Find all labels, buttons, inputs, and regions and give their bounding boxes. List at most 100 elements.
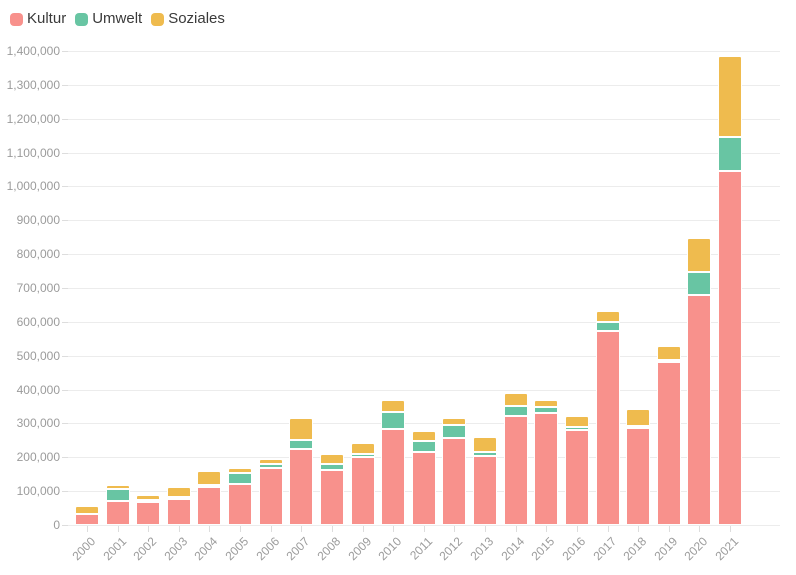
bar-segment-umwelt-2013[interactable]: [473, 451, 498, 456]
umwelt-swatch-icon: [75, 12, 89, 26]
bar-segment-soziales-2011[interactable]: [411, 431, 436, 441]
y-tick-label: 1,200,000: [6, 111, 60, 126]
x-tick-mark: [362, 526, 364, 532]
bar-segment-umwelt-2006[interactable]: [258, 464, 283, 469]
bar-segment-umwelt-2002[interactable]: [136, 499, 161, 503]
bar-segment-kultur-2018[interactable]: [626, 427, 651, 525]
x-tick-mark: [423, 526, 425, 532]
bar-segment-umwelt-2011[interactable]: [411, 440, 436, 452]
bar-segment-kultur-2011[interactable]: [411, 451, 436, 525]
y-tick-label: 700,000: [16, 281, 60, 295]
gridline: [68, 423, 780, 425]
bar-segment-soziales-2010[interactable]: [381, 399, 406, 413]
bar-segment-kultur-2012[interactable]: [442, 437, 467, 525]
bar-segment-kultur-2003[interactable]: [166, 498, 191, 525]
legend-item-umwelt[interactable]: Umwelt: [75, 10, 142, 28]
bar-2011: [411, 51, 436, 525]
legend-item-soziales[interactable]: Soziales: [151, 10, 225, 28]
y-tick-mark: [62, 84, 69, 86]
bar-segment-kultur-2007[interactable]: [289, 449, 314, 525]
gridline: [68, 321, 780, 323]
bar-segment-umwelt-2007[interactable]: [289, 440, 314, 450]
bar-segment-kultur-2016[interactable]: [564, 430, 589, 525]
bar-2017: [595, 51, 620, 525]
bar-segment-umwelt-2010[interactable]: [381, 412, 406, 430]
x-tick-mark: [730, 526, 732, 532]
x-tick-mark: [270, 526, 272, 532]
bar-segment-kultur-2005[interactable]: [228, 483, 253, 525]
x-tick-mark: [148, 526, 150, 532]
bar-segment-soziales-2015[interactable]: [534, 400, 559, 407]
x-tick-mark: [638, 526, 640, 532]
bar-segment-kultur-2004[interactable]: [197, 486, 222, 525]
bar-segment-soziales-2000[interactable]: [75, 505, 99, 514]
x-tick-mark: [301, 526, 303, 532]
bar-segment-umwelt-2021[interactable]: [718, 137, 743, 172]
bar-2016: [564, 51, 589, 525]
bar-segment-soziales-2006[interactable]: [258, 459, 283, 465]
bar-segment-kultur-2002[interactable]: [136, 502, 161, 525]
bar-segment-kultur-2009[interactable]: [350, 456, 375, 525]
bar-segment-soziales-2002[interactable]: [136, 494, 161, 500]
bar-segment-umwelt-2009[interactable]: [350, 453, 375, 457]
bar-segment-soziales-2005[interactable]: [228, 468, 253, 474]
bar-segment-soziales-2012[interactable]: [442, 418, 467, 426]
y-tick-label: 0: [53, 518, 60, 532]
bar-segment-kultur-2021[interactable]: [718, 171, 743, 525]
x-tick-mark: [607, 526, 609, 532]
legend-label-soziales: Soziales: [168, 10, 225, 27]
bar-segment-umwelt-2008[interactable]: [319, 464, 344, 470]
bar-2007: [289, 51, 314, 525]
bar-2015: [534, 51, 559, 525]
bar-segment-soziales-2004[interactable]: [197, 471, 222, 485]
bar-2021: [718, 51, 743, 525]
bar-segment-kultur-2006[interactable]: [258, 468, 283, 525]
bar-segment-soziales-2014[interactable]: [503, 393, 528, 407]
bar-segment-kultur-2014[interactable]: [503, 415, 528, 525]
y-tick-mark: [62, 355, 69, 357]
bar-segment-soziales-2021[interactable]: [718, 56, 743, 138]
gridline: [68, 220, 780, 222]
legend-item-kultur[interactable]: Kultur: [10, 10, 66, 28]
bar-segment-umwelt-2001[interactable]: [105, 488, 130, 501]
bar-segment-kultur-2015[interactable]: [534, 413, 559, 525]
bar-segment-umwelt-2005[interactable]: [228, 473, 253, 484]
bar-segment-kultur-2017[interactable]: [595, 331, 620, 525]
bar-segment-soziales-2017[interactable]: [595, 311, 620, 322]
bar-segment-soziales-2019[interactable]: [656, 345, 681, 361]
bar-segment-soziales-2009[interactable]: [350, 442, 375, 454]
bar-segment-umwelt-2004[interactable]: [197, 484, 222, 487]
bar-2008: [319, 51, 344, 525]
bar-segment-kultur-2020[interactable]: [687, 295, 712, 525]
bar-segment-soziales-2016[interactable]: [564, 415, 589, 427]
y-tick-mark: [62, 220, 69, 222]
bar-segment-umwelt-2016[interactable]: [564, 426, 589, 431]
x-tick-mark: [699, 526, 701, 532]
y-tick-mark: [62, 321, 69, 323]
bar-segment-soziales-2013[interactable]: [473, 436, 498, 452]
legend-label-umwelt: Umwelt: [92, 10, 143, 27]
bar-segment-kultur-2001[interactable]: [105, 500, 130, 525]
bar-2000: [75, 51, 99, 525]
bar-segment-soziales-2008[interactable]: [319, 454, 344, 465]
bar-segment-kultur-2010[interactable]: [381, 429, 406, 525]
bar-segment-umwelt-2012[interactable]: [442, 425, 467, 438]
bar-segment-soziales-2007[interactable]: [289, 418, 314, 441]
bar-segment-umwelt-2003[interactable]: [166, 496, 191, 499]
bar-segment-kultur-2013[interactable]: [473, 455, 498, 525]
bar-segment-umwelt-2015[interactable]: [534, 406, 559, 414]
bar-segment-soziales-2001[interactable]: [105, 485, 130, 489]
bar-segment-kultur-2008[interactable]: [319, 469, 344, 525]
bar-segment-umwelt-2018[interactable]: [626, 425, 651, 428]
bar-segment-kultur-2019[interactable]: [656, 362, 681, 525]
bar-segment-kultur-2000[interactable]: [75, 513, 99, 525]
bar-segment-soziales-2003[interactable]: [166, 487, 191, 497]
y-tick-label: 1,400,000: [6, 44, 60, 58]
bar-segment-soziales-2020[interactable]: [687, 237, 712, 272]
bar-segment-soziales-2018[interactable]: [626, 408, 651, 426]
bar-segment-umwelt-2017[interactable]: [595, 321, 620, 332]
bar-segment-umwelt-2019[interactable]: [656, 360, 681, 363]
gridline: [68, 84, 780, 86]
bar-segment-umwelt-2020[interactable]: [687, 271, 712, 296]
bar-segment-umwelt-2014[interactable]: [503, 406, 528, 416]
